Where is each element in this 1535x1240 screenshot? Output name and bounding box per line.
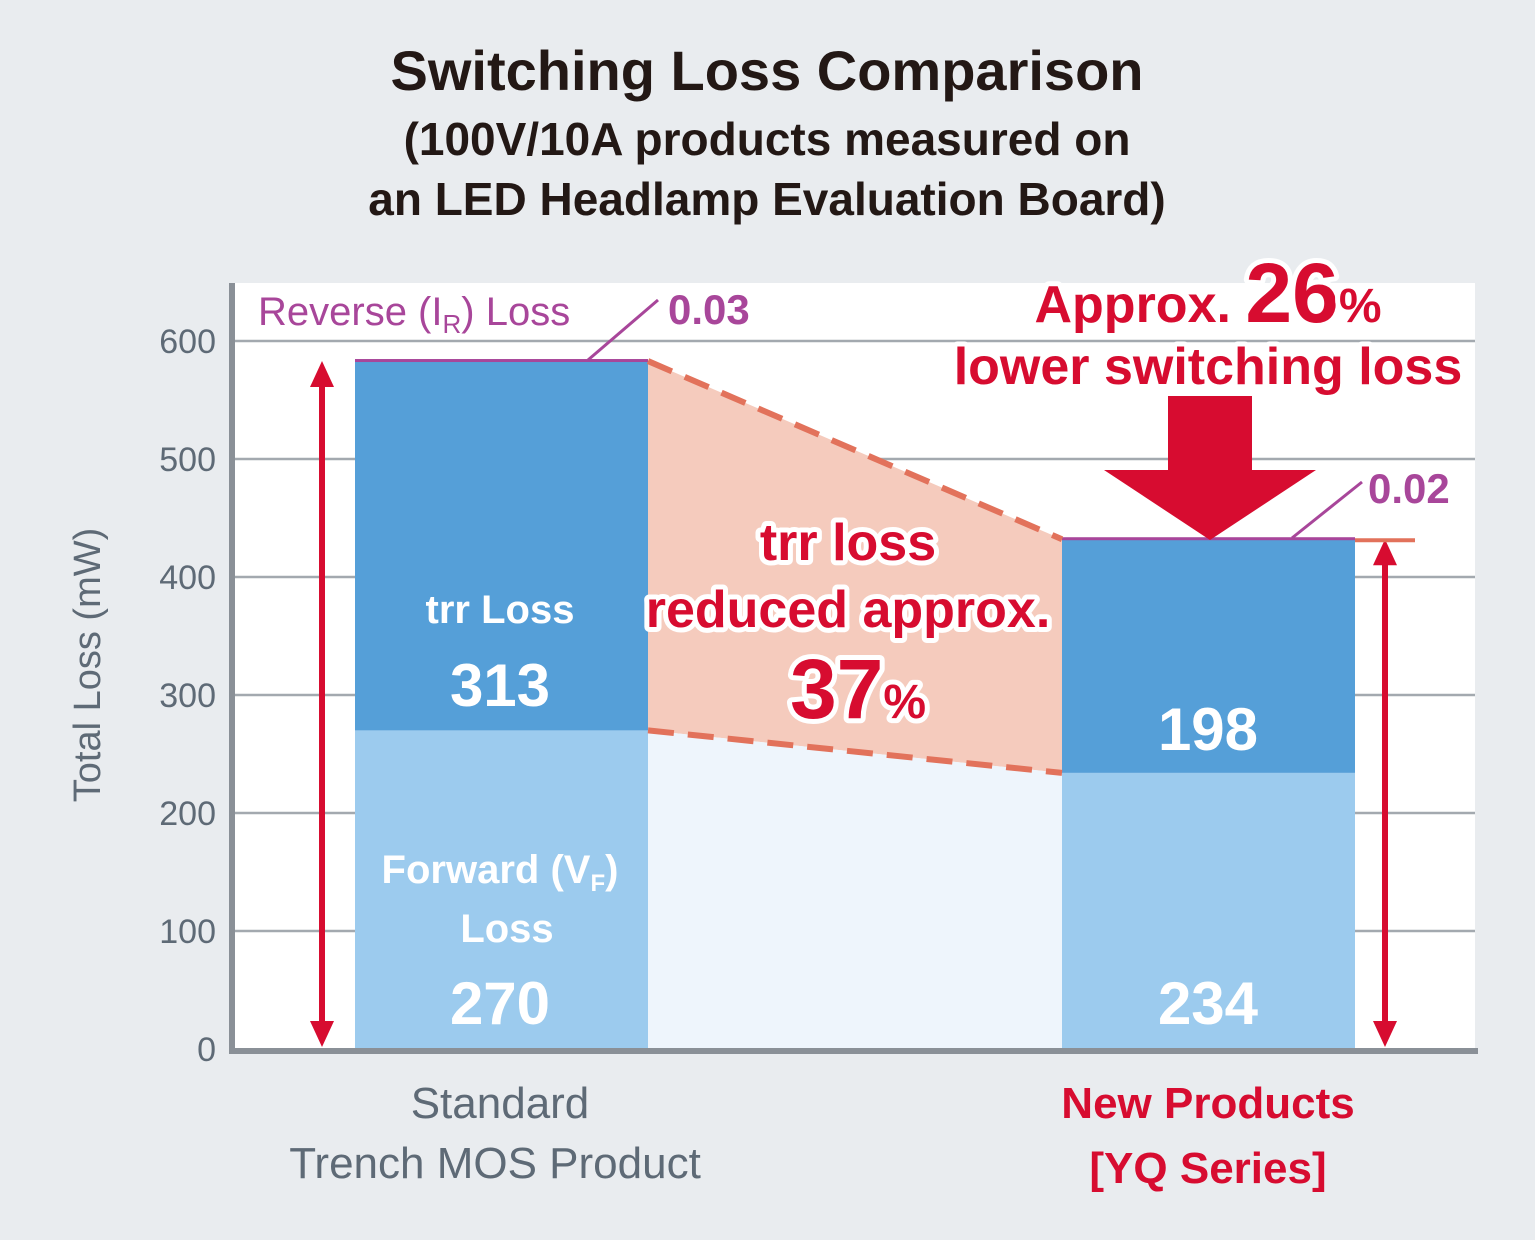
arrow-head-up — [1373, 539, 1397, 566]
arrow-head-up — [310, 361, 334, 388]
chart-title: Switching Loss Comparison — [391, 39, 1144, 102]
reverse-value-new: 0.02 — [1368, 465, 1450, 512]
reverse-leader-new — [1291, 480, 1363, 540]
total-height-arrow-new — [1373, 539, 1397, 1047]
forward-loss-name: Forward (VF) — [382, 848, 619, 897]
category-label-standard-line1: Standard — [411, 1079, 590, 1128]
total-height-arrow-standard — [310, 361, 334, 1047]
bar-forward-new — [1062, 772, 1355, 1049]
total-reduction-line1: Approx. 26% — [1034, 246, 1381, 340]
total-connector-dashed-line — [646, 358, 1064, 542]
bar-trr-standard — [355, 361, 648, 731]
forward-loss-name-line2: Loss — [460, 907, 553, 951]
y-tick-400: 400 — [159, 559, 216, 597]
forward-value-new: 234 — [1158, 970, 1259, 1037]
reverse-leader-standard — [587, 298, 659, 362]
total-reduction-line2: lower switching loss — [954, 338, 1463, 396]
category-label-new-line1: New Products — [1061, 1079, 1354, 1128]
y-tick-200: 200 — [159, 795, 216, 833]
y-tick-labels: 0 100 200 300 400 500 600 — [159, 323, 216, 1069]
bar-forward-standard — [355, 730, 648, 1049]
bar-reverse-standard — [355, 359, 648, 363]
trr-reduction-band — [648, 361, 1062, 773]
reduction-down-arrow — [1104, 396, 1316, 540]
y-tick-0: 0 — [197, 1031, 216, 1069]
trr-value-new: 198 — [1158, 696, 1258, 763]
bar-trr-new — [1062, 539, 1355, 773]
forward-loss-connector-band — [648, 730, 1062, 1049]
forward-connector-dashed-line — [647, 727, 1063, 776]
reverse-loss-name: Reverse (IR) Loss — [258, 290, 570, 339]
y-tick-500: 500 — [159, 441, 216, 479]
arrow-head-down — [310, 1021, 334, 1047]
forward-value-standard: 270 — [450, 970, 550, 1037]
chart-subtitle-line1: (100V/10A products measured on — [404, 113, 1131, 165]
arrow-head-down — [1373, 1021, 1397, 1047]
y-tick-300: 300 — [159, 677, 216, 715]
trr-reduction-line1: trr loss — [760, 514, 936, 572]
trr-value-standard: 313 — [450, 652, 550, 719]
trr-reduction-line2: reduced approx. — [646, 581, 1051, 639]
reverse-value-standard: 0.03 — [668, 286, 750, 333]
y-axis-title: Total Loss (mW) — [67, 528, 109, 802]
trr-reduction-value: 37% — [790, 642, 926, 736]
trr-loss-name: trr Loss — [426, 588, 575, 632]
y-tick-600: 600 — [159, 323, 216, 361]
chart-subtitle-line2: an LED Headlamp Evaluation Board) — [368, 173, 1165, 225]
category-label-new-line2: [YQ Series] — [1089, 1144, 1326, 1193]
y-tick-100: 100 — [159, 913, 216, 951]
category-label-standard-line2: Trench MOS Product — [289, 1139, 701, 1188]
